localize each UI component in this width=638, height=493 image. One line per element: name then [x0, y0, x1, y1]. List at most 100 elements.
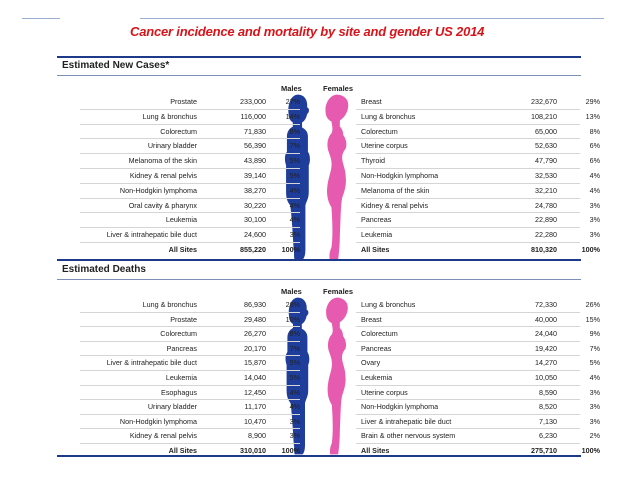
table-row: Oral cavity & pharynx 30,220 4% Kidney & re… — [0, 198, 638, 213]
female-site-label: Uterine corpus — [361, 141, 408, 151]
female-count: 14,270 — [535, 358, 557, 368]
female-site-label: Leukemia — [361, 230, 393, 240]
deaths-males-label: Males — [281, 287, 302, 296]
male-site-label: Urinary bladder — [147, 141, 197, 151]
male-site-label: All Sites — [168, 446, 197, 455]
male-percent: 3% — [289, 416, 300, 426]
female-count: 8,520 — [539, 402, 557, 412]
row-divider — [80, 370, 300, 371]
table-row: Non-Hodgkin lymphoma 38,270 4% Melanoma of … — [0, 183, 638, 198]
row-divider — [356, 311, 580, 313]
female-site-label: Colorectum — [361, 329, 398, 339]
female-count: 47,790 — [535, 156, 557, 166]
female-site-label: Pancreas — [361, 343, 392, 353]
row-divider — [80, 123, 300, 125]
male-percent: 100% — [281, 245, 300, 254]
female-count: 19,420 — [535, 343, 557, 353]
new-cases-heading-rule — [57, 75, 581, 76]
row-divider — [80, 428, 300, 430]
male-percent: 28% — [285, 300, 300, 309]
female-site-label: Thyroid — [361, 156, 385, 166]
male-percent: 5% — [289, 171, 300, 180]
female-count: 232,670 — [531, 97, 557, 106]
female-site-label: Uterine corpus — [361, 387, 408, 397]
table-row: Leukemia 14,040 5% Leukemia 10,050 4% — [0, 370, 638, 385]
row-divider — [356, 227, 580, 229]
female-site-label: All Sites — [361, 245, 390, 254]
male-percent: 4% — [289, 185, 300, 195]
female-percent: 26% — [585, 300, 600, 309]
male-site-label: Pancreas — [166, 343, 197, 353]
female-site-label: Lung & bronchus — [361, 300, 416, 309]
table-row: Lung & bronchus 116,000 14% Lung & bronchus… — [0, 109, 638, 124]
male-count: 39,140 — [244, 171, 266, 180]
row-divider — [80, 212, 300, 214]
female-count: 24,040 — [535, 329, 557, 339]
male-site-label: Kidney & renal pelvis — [129, 431, 197, 441]
male-site-label: Colorectum — [160, 329, 197, 339]
header-rule-right — [140, 18, 604, 19]
table-row: Liver & intrahepatic bile duct 15,870 5% Ov… — [0, 355, 638, 370]
table-row: Urinary bladder 11,170 4% Non-Hodgkin lymph… — [0, 399, 638, 414]
row-divider — [356, 443, 580, 444]
row-divider — [80, 311, 300, 313]
male-count: 56,390 — [244, 141, 266, 151]
male-count: 10,470 — [244, 416, 266, 426]
female-percent: 29% — [585, 97, 600, 106]
row-divider — [356, 153, 580, 155]
male-site-label: Lung & bronchus — [142, 300, 197, 309]
row-divider — [356, 212, 580, 214]
row-divider — [356, 168, 580, 169]
male-percent: 5% — [289, 358, 300, 368]
table-row: Colorectum 26,270 8% Colorectum 24,040 9% — [0, 326, 638, 341]
row-divider — [80, 384, 300, 386]
row-divider — [80, 242, 300, 243]
male-site-label: Urinary bladder — [147, 402, 197, 412]
row-divider — [356, 340, 580, 342]
male-count: 30,220 — [244, 200, 266, 210]
row-divider — [356, 428, 580, 430]
female-site-label: Pancreas — [361, 215, 392, 225]
row-divider — [80, 182, 300, 184]
female-count: 40,000 — [535, 314, 557, 324]
male-site-label: Leukemia — [165, 215, 197, 225]
female-percent: 3% — [589, 387, 600, 397]
row-divider — [356, 182, 580, 184]
male-count: 26,270 — [244, 329, 266, 339]
male-site-label: Colorectum — [160, 126, 197, 136]
male-site-label: Oral cavity & pharynx — [128, 200, 197, 210]
male-count: 20,170 — [244, 343, 266, 353]
row-divider — [80, 138, 300, 140]
row-divider — [80, 227, 300, 229]
male-percent: 5% — [289, 373, 300, 382]
male-percent: 14% — [285, 111, 300, 121]
female-site-label: Non-Hodgkin lymphoma — [361, 402, 439, 412]
male-site-label: Leukemia — [165, 373, 197, 382]
female-site-label: Leukemia — [361, 373, 393, 382]
female-count: 6,230 — [539, 431, 557, 441]
row-divider — [356, 138, 580, 140]
deaths-heading-rule — [57, 279, 581, 280]
female-count: 810,320 — [531, 245, 557, 254]
male-count: 24,600 — [244, 230, 266, 240]
table-row: Colorectum 71,830 8% Colorectum 65,000 8% — [0, 124, 638, 139]
male-count: 310,010 — [240, 446, 266, 455]
deaths-bottom-rule — [57, 455, 581, 457]
male-site-label: Liver & intrahepatic bile duct — [106, 358, 197, 368]
female-count: 108,210 — [531, 111, 557, 121]
male-site-label: Esophagus — [161, 387, 197, 397]
row-divider — [80, 399, 300, 401]
female-count: 8,590 — [539, 387, 557, 397]
table-row: Kidney & renal pelvis 39,140 5% Non-Hodgkin… — [0, 168, 638, 183]
male-site-label: Prostate — [170, 97, 197, 106]
table-row: Prostate 29,480 10% Breast 40,000 15% — [0, 312, 638, 327]
header-rule-left — [22, 18, 60, 19]
female-percent: 5% — [589, 358, 600, 368]
male-count: 116,000 — [240, 111, 266, 121]
female-count: 22,280 — [535, 230, 557, 240]
male-percent: 10% — [285, 314, 300, 324]
deaths-top-rule — [57, 259, 581, 261]
male-count: 8,900 — [248, 431, 266, 441]
row-divider — [356, 370, 580, 371]
row-divider — [356, 355, 580, 357]
